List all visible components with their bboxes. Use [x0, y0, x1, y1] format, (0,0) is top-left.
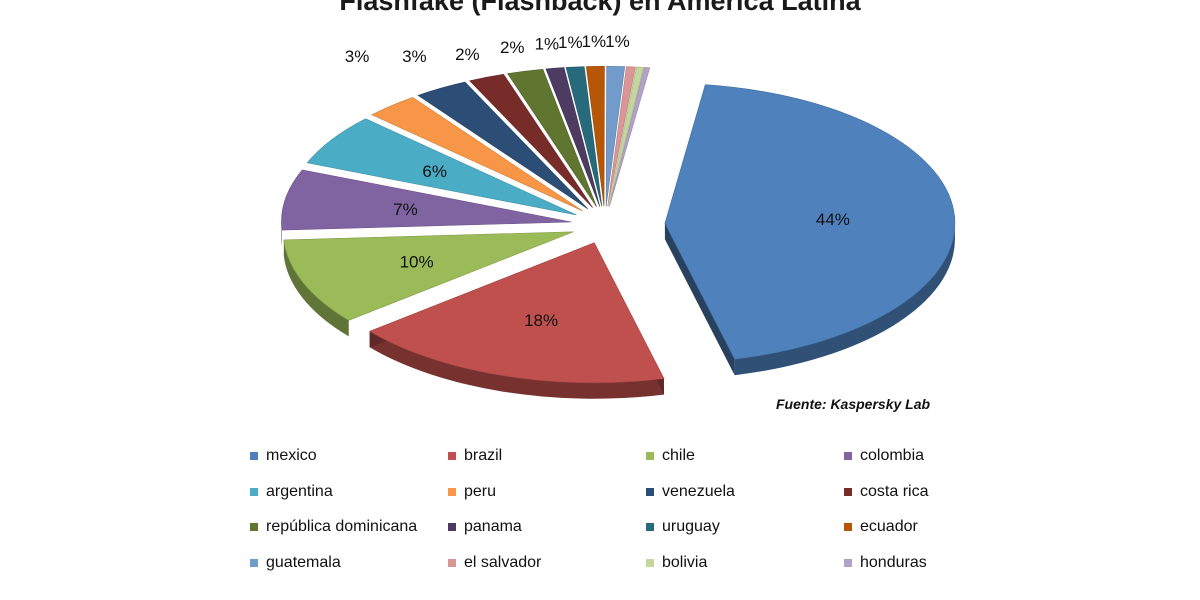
legend-label: república dominicana — [266, 518, 418, 535]
pie-label-panama: 1% — [535, 34, 560, 53]
legend-swatch — [844, 523, 852, 531]
pie-label-chile: 10% — [400, 252, 434, 271]
legend-item-mexico: mexico — [250, 446, 448, 466]
pie-slice-colombia — [281, 169, 572, 231]
pie-chart: 44%18%10%7%6%3% 3% 2% 2% 1%1%1% 1% — [281, 32, 956, 399]
pie-label-guatemala: 1% — [605, 32, 630, 51]
legend-item-uruguay: uruguay — [646, 517, 844, 537]
legend-swatch — [646, 452, 654, 460]
legend-swatch — [250, 452, 258, 460]
pie-slice-mexico — [664, 84, 956, 360]
legend-item-honduras: honduras — [844, 553, 1010, 573]
pie-label-colombia: 7% — [393, 200, 418, 219]
legend-item-panama: panama — [448, 517, 646, 537]
pie-slice-guatemala — [605, 66, 626, 207]
legend-item-guatemala: guatemala — [250, 553, 448, 573]
pie-label-ecuador: 1% — [582, 32, 607, 51]
legend-item-venezuela: venezuela — [646, 482, 844, 502]
pie-label-venezuela: 3% — [402, 47, 427, 66]
pie-slice-side-mexico — [664, 223, 955, 376]
legend-item-chile: chile — [646, 446, 844, 466]
pie-label-peru: 3% — [345, 47, 370, 66]
legend-label: uruguay — [662, 518, 720, 535]
legend-swatch — [448, 487, 456, 496]
pie-slice-chile — [283, 231, 574, 321]
legend-item-bolivia: bolivia — [646, 553, 844, 573]
legend-swatch — [250, 487, 258, 496]
pie-label-costa-rica: 2% — [455, 45, 480, 64]
pie-slice-uruguay — [565, 66, 603, 207]
legend-item-el-salvador: el salvador — [448, 553, 646, 573]
legend-item-colombia: colombia — [844, 446, 1010, 466]
legend-label: peru — [464, 482, 497, 500]
pie-slice-argentina — [306, 118, 577, 216]
pie-slice-ecuador — [585, 66, 605, 207]
legend-item-ecuador: ecuador — [844, 517, 1010, 537]
legend-swatch — [844, 452, 852, 460]
legend-swatch — [448, 452, 456, 460]
legend-swatch — [646, 523, 654, 531]
legend-label: argentina — [266, 482, 333, 500]
pie-slice-venezuela — [417, 81, 588, 210]
pie-label-brazil: 18% — [524, 311, 558, 330]
legend-label: venezuela — [662, 482, 735, 500]
legend-item-argentina: argentina — [250, 482, 448, 502]
legend-label: el salvador — [464, 553, 542, 571]
legend-swatch — [448, 558, 456, 567]
pie-slice-república-dominicana — [507, 68, 597, 208]
legend-label: colombia — [860, 447, 925, 464]
legend-swatch — [250, 558, 258, 567]
legend-item-costa-rica: costa rica — [844, 482, 1010, 502]
legend-label: honduras — [860, 553, 927, 571]
pie-slice-honduras — [609, 67, 651, 207]
legend-swatch — [844, 558, 852, 567]
pie-slice-brazil — [368, 242, 665, 384]
legend-label: bolivia — [662, 553, 708, 571]
legend-label: brazil — [464, 447, 503, 464]
legend-label: chile — [662, 447, 695, 464]
legend-item-brazil: brazil — [448, 446, 646, 466]
pie-slice-side-chile — [283, 239, 349, 337]
legend-label: panama — [464, 518, 522, 535]
pie-slice-panama — [545, 67, 601, 207]
legend-label: mexico — [266, 447, 317, 464]
legend-swatch — [448, 523, 456, 531]
chart-title: Flashfake (Flashback) en America Latina — [339, 0, 861, 16]
legend-swatch — [646, 487, 654, 496]
pie-slice-bolivia — [608, 66, 645, 207]
legend: mexico brazil chile colombia argentina peru ve… — [250, 446, 1010, 573]
source-note: Fuente: Kaspersky Lab — [776, 396, 931, 412]
legend-item-república-dominicana: república dominicana — [250, 517, 448, 537]
pie-label-mexico: 44% — [816, 210, 850, 229]
legend-swatch — [646, 558, 654, 567]
pie-slice-costa-rica — [469, 74, 593, 208]
legend-item-peru: peru — [448, 482, 646, 502]
legend-label: guatemala — [266, 553, 341, 571]
pie-label-uruguay: 1% — [558, 33, 583, 52]
pie-slice-peru — [371, 97, 583, 212]
legend-swatch — [250, 523, 258, 531]
pie-label-argentina: 6% — [422, 162, 447, 181]
legend-label: costa rica — [860, 482, 929, 500]
pie-label-república-dominicana: 2% — [500, 38, 525, 57]
pie-slice-el-salvador — [607, 66, 636, 207]
legend-swatch — [844, 487, 852, 496]
legend-label: ecuador — [860, 518, 918, 535]
